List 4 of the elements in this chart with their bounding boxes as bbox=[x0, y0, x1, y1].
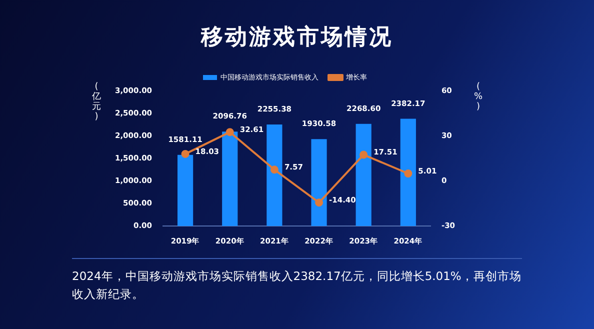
text: 2024年，中国移动游戏市场实际销售收入2382.17亿元，同比增长5.01%，再创市场收入新纪录。 bbox=[72, 258, 522, 303]
chart-title: 移动游戏市场情况 bbox=[200, 24, 394, 52]
y-axis-title: (亿元) bbox=[92, 82, 101, 122]
y2-axis-title: (%) bbox=[474, 82, 483, 112]
